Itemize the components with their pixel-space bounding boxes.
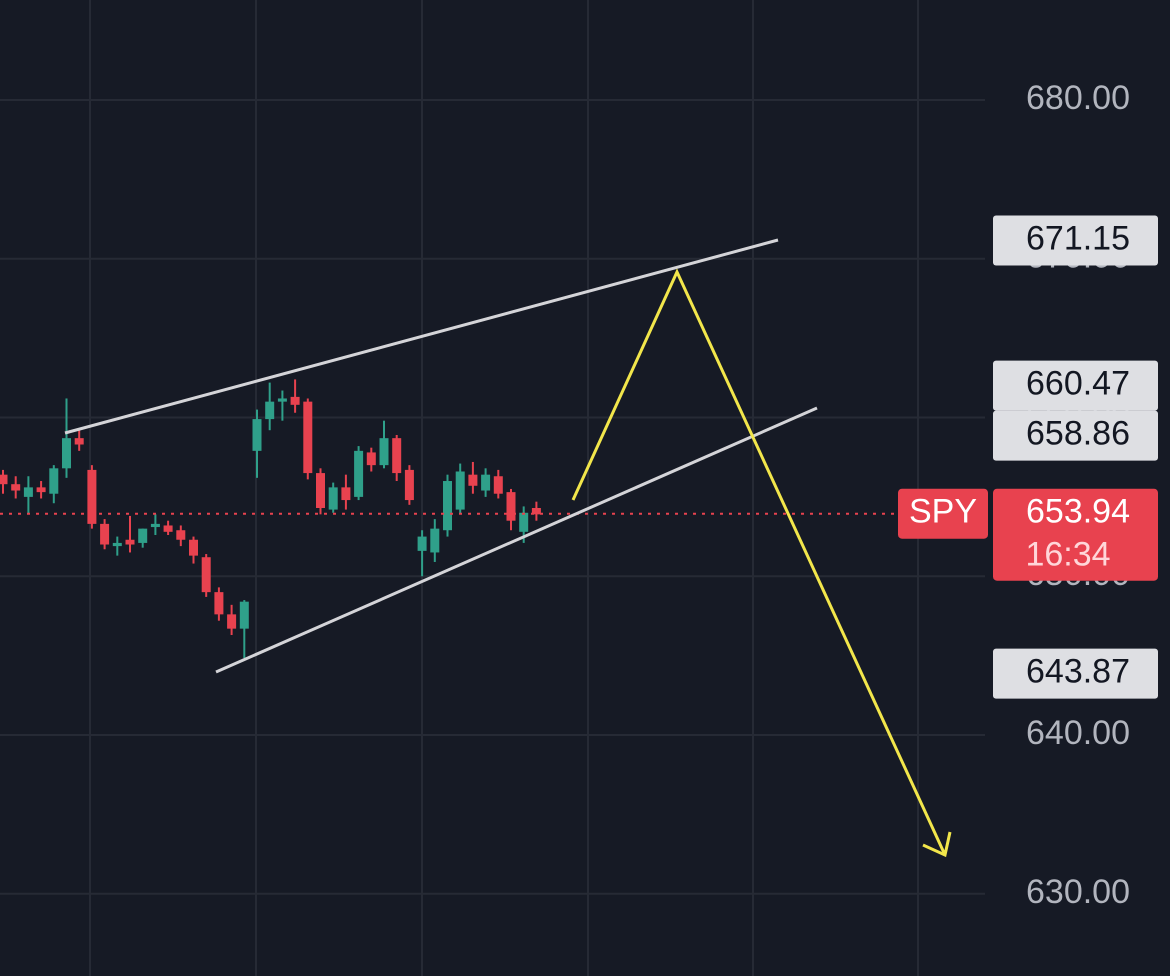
candle-body <box>443 481 452 531</box>
candle-body <box>455 471 465 510</box>
last-price-label: 653.94 <box>1026 493 1130 531</box>
symbol-badge <box>898 488 988 539</box>
candle-body <box>201 557 211 593</box>
candle-body <box>74 438 84 445</box>
y-tick-label: 680.00 <box>1026 79 1130 117</box>
candle-body <box>11 484 21 491</box>
candle-body <box>316 473 325 509</box>
y-tick-label: 640.00 <box>1026 714 1130 752</box>
candle-body <box>125 539 135 545</box>
candle-body <box>430 528 440 553</box>
candle-body <box>341 487 351 501</box>
candle-body <box>392 438 402 474</box>
drawings <box>64 238 952 858</box>
candle-body <box>303 401 313 474</box>
candle-body <box>252 419 262 451</box>
projection-arrowhead <box>922 831 952 858</box>
candle-body <box>417 536 427 551</box>
projection-path <box>571 268 947 856</box>
price-label-box <box>993 215 1158 266</box>
countdown-label: 16:34 <box>1025 536 1110 574</box>
candle-body <box>531 508 541 515</box>
candle-body <box>404 469 414 501</box>
labels-layer: 671.15 660.47 658.86 643.87 653.94 16:34 SPY <box>898 215 1158 699</box>
price-label-box <box>993 410 1158 461</box>
candle-body <box>239 601 249 629</box>
price-label: 643.87 <box>1026 653 1130 691</box>
channel-lower-line <box>215 406 818 674</box>
candle-body <box>62 438 71 469</box>
candle-body <box>354 450 364 497</box>
candle-body <box>36 487 46 493</box>
price-label: 658.86 <box>1026 415 1130 453</box>
price-label: 671.15 <box>1026 219 1130 257</box>
price-label: 660.47 <box>1026 365 1130 403</box>
candle-body <box>277 398 287 402</box>
candle-body <box>100 523 110 545</box>
candle-body <box>265 401 275 420</box>
channel-upper-line <box>64 238 779 435</box>
candle-body <box>49 468 59 494</box>
candle-body <box>519 512 529 532</box>
candle-body <box>138 528 148 543</box>
candle-body <box>150 523 160 528</box>
candles-layer <box>0 379 895 659</box>
symbol-label: SPY <box>909 493 977 531</box>
candle-body <box>87 469 97 524</box>
candle-body <box>176 530 186 540</box>
candle-body <box>290 396 300 405</box>
candle-body <box>23 487 33 497</box>
last-price-box <box>993 488 1158 581</box>
candle-body <box>366 452 376 466</box>
candle-body <box>481 474 491 491</box>
candle-body <box>214 592 224 615</box>
price-label-box <box>993 648 1158 699</box>
candle-body <box>506 492 516 521</box>
candle-body <box>0 474 8 485</box>
candle-body <box>493 476 503 494</box>
candle-body <box>189 539 198 556</box>
candle-body <box>468 474 478 486</box>
price-label-box <box>993 360 1158 411</box>
time-grid <box>89 0 919 976</box>
y-tick-label: 630.00 <box>1026 873 1130 911</box>
candle-body <box>112 542 122 547</box>
candle-body <box>227 614 237 629</box>
candle-body <box>379 438 389 466</box>
candle-body <box>328 487 338 510</box>
candle-body <box>163 525 173 532</box>
